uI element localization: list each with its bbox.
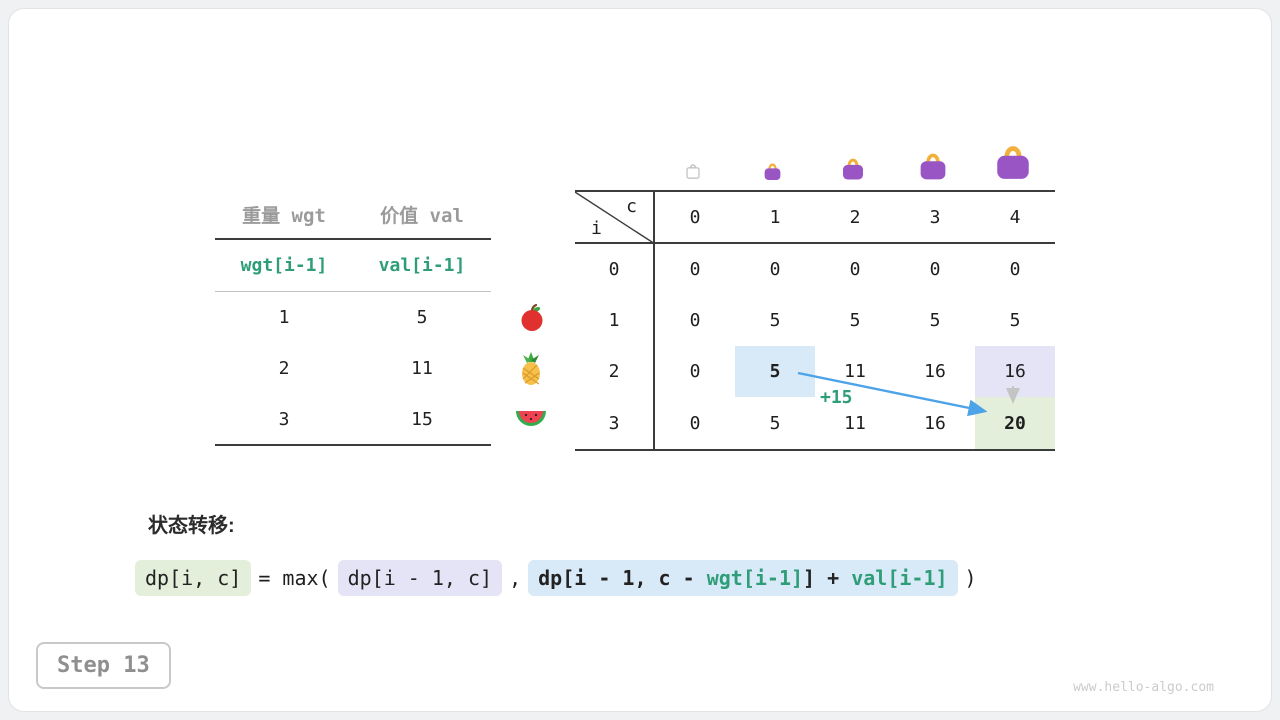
- dp-cell: 5: [769, 310, 781, 331]
- val-cell: 11: [411, 358, 433, 379]
- dp-row-header: 1: [575, 295, 655, 346]
- apple-icon: [519, 303, 545, 336]
- wgt-var: wgt[i-1]: [240, 255, 328, 276]
- dp-row-header: 0: [575, 244, 655, 295]
- dp-col-header: 0: [655, 192, 735, 244]
- dp-cell: 0: [689, 361, 701, 382]
- val-cell: 5: [416, 307, 428, 328]
- dp-cell: 11: [844, 412, 866, 434]
- dp-cell: 0: [769, 259, 781, 280]
- plus-value-annotation: +15: [820, 387, 853, 408]
- dp-formula: dp[i, c] = max( dp[i - 1, c] , dp[i - 1,…: [135, 560, 977, 596]
- formula-take-val: val[i-1]: [851, 566, 948, 590]
- dp-cell: 0: [929, 259, 941, 280]
- site-watermark: www.hello-algo.com: [1073, 680, 1214, 695]
- formula-take-wgt: wgt[i-1]: [706, 566, 804, 590]
- watermelon-icon: [515, 409, 547, 433]
- wgt-cell: 2: [278, 358, 290, 379]
- dp-cell: 0: [689, 259, 701, 280]
- wgt-cell: 3: [278, 408, 290, 430]
- dp-cell: 0: [1009, 259, 1021, 280]
- value-header: 价值 val: [380, 204, 464, 227]
- dp-col-header: 2: [815, 192, 895, 244]
- wgt-cell: 1: [278, 307, 290, 328]
- row-var-label: i: [591, 218, 602, 239]
- col-var-label: c: [626, 196, 637, 217]
- dp-cell: 5: [849, 310, 861, 331]
- dp-row-header: 2: [575, 346, 655, 397]
- weight-table-header: 重量 wgt 价值 val: [215, 190, 491, 240]
- state-transition-label: 状态转移:: [148, 515, 235, 537]
- dp-col-header: 3: [895, 192, 975, 244]
- dp-table: c i 0 1 2 3 4 0 0 0 0 0 0 1 0 5 5 5 5 2 …: [575, 190, 1055, 451]
- formula-eq-max: = max(: [258, 566, 331, 590]
- dp-cell: 0: [849, 259, 861, 280]
- dp-cell: 5: [1009, 310, 1021, 331]
- handbag-icon-1: [763, 160, 782, 185]
- dp-cell-result: 20: [975, 397, 1055, 449]
- weight-table-row: 1 5: [215, 292, 491, 343]
- weight-table-row: 2 11: [215, 343, 491, 394]
- val-cell: 15: [411, 408, 433, 430]
- formula-comma: ,: [509, 566, 522, 590]
- formula-dp-skip: dp[i - 1, c]: [337, 560, 503, 596]
- handbag-icon-2: [841, 154, 865, 185]
- formula-close-paren: ): [964, 566, 977, 590]
- val-var: val[i-1]: [378, 255, 466, 276]
- dp-col-header: 1: [735, 192, 815, 244]
- empty-bag-icon: [685, 162, 701, 184]
- weight-table-row: 3 15: [215, 394, 491, 446]
- formula-dp-take: dp[i - 1, c - wgt[i-1]] + val[i-1]: [528, 560, 958, 596]
- dp-row-header: 3: [575, 397, 655, 449]
- dp-cell-previous: 16: [975, 346, 1055, 397]
- weight-table-var-row: wgt[i-1] val[i-1]: [215, 240, 491, 292]
- dp-cell: 5: [769, 412, 781, 434]
- dp-col-header: 4: [975, 192, 1055, 244]
- weight-header: 重量 wgt: [242, 204, 326, 227]
- formula-take-prefix: dp[i - 1, c -: [538, 566, 707, 590]
- dp-cell: 0: [689, 412, 701, 434]
- step-badge: Step 13: [36, 642, 171, 689]
- formula-take-mid: ] +: [803, 566, 852, 590]
- dp-cell: 16: [924, 412, 946, 434]
- handbag-icon-3: [918, 148, 948, 185]
- dp-cell: 5: [929, 310, 941, 331]
- handbag-icon-4: [994, 139, 1032, 185]
- weight-value-table: 重量 wgt 价值 val wgt[i-1] val[i-1] 1 5 2 11…: [215, 190, 491, 446]
- dp-cell-source: 5: [735, 346, 815, 397]
- dp-cell: 0: [689, 310, 701, 331]
- dp-table-corner: c i: [575, 192, 655, 244]
- formula-dp-current: dp[i, c]: [135, 560, 252, 596]
- dp-cell: 16: [924, 361, 946, 382]
- pineapple-icon: [518, 352, 544, 390]
